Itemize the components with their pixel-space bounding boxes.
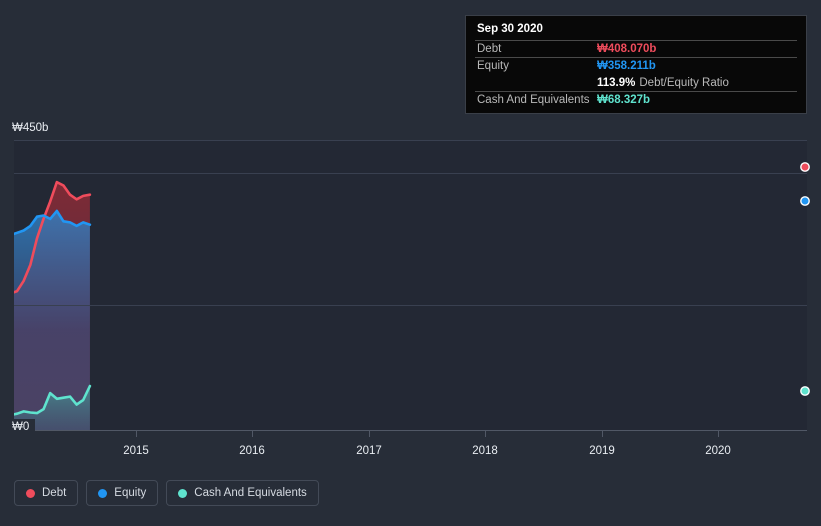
legend-label-equity: Equity (114, 487, 147, 499)
x-axis-label-2020: 2020 (705, 445, 731, 457)
y-axis-min-label: ₩0 (0, 419, 36, 435)
legend-dot-icon-cash (178, 488, 188, 498)
tooltip-panel: Sep 30 2020 Debt ₩408.070b Equity ₩358.2… (465, 15, 807, 114)
x-tick-marks (136, 430, 719, 437)
legend-dot-icon-debt (26, 488, 35, 498)
legend-item-debt[interactable]: Debt (14, 480, 79, 506)
cash-endpoint-marker (800, 386, 810, 396)
equity-line (0, 211, 90, 425)
tooltip-row-cash: Cash And Equivalents ₩68.327b (475, 91, 797, 108)
tooltip-ratio-value: 113.9% (597, 76, 636, 89)
y-axis-max-label: ₩450b (0, 120, 55, 136)
tooltip-value-cash: ₩68.327b (597, 94, 651, 106)
endpoint-markers (800, 162, 810, 396)
equity-area (14, 210, 90, 430)
legend-item-cash[interactable]: Cash And Equivalents (166, 480, 319, 506)
x-axis-label-2017: 2017 (356, 445, 382, 457)
x-axis-label-2018: 2018 (472, 445, 498, 457)
tooltip-row-equity: Equity ₩358.211b (475, 57, 797, 74)
debt-line (0, 182, 90, 419)
debt-endpoint-marker (800, 162, 810, 172)
tooltip-date: Sep 30 2020 (477, 23, 543, 35)
cash-line (0, 386, 90, 423)
tooltip-row-debt: Debt ₩408.070b (475, 40, 797, 57)
legend-label-debt: Debt (42, 487, 67, 499)
plot-area (14, 140, 807, 430)
legend-item-equity[interactable]: Equity (86, 480, 159, 506)
series-group (0, 182, 90, 430)
legend-dot-icon-equity (98, 488, 108, 498)
chart-legend: Debt Equity Cash And Equivalents (14, 480, 319, 506)
gridlines (14, 140, 807, 431)
x-axis-label-2015: 2015 (123, 445, 149, 457)
tooltip-ratio-label: Debt/Equity Ratio (639, 76, 729, 89)
tooltip-value-equity: ₩358.211b (597, 60, 656, 72)
tooltip-row-ratio: 113.9% Debt/Equity Ratio (475, 74, 797, 91)
tooltip-label-equity: Equity (477, 60, 509, 72)
x-axis-label-2019: 2019 (589, 445, 615, 457)
tooltip-label-cash: Cash And Equivalents (477, 94, 590, 106)
x-axis-label-2016: 2016 (239, 445, 265, 457)
tooltip-value-debt: ₩408.070b (597, 43, 657, 55)
legend-label-cash: Cash And Equivalents (194, 487, 307, 499)
tooltip-label-debt: Debt (477, 43, 502, 55)
equity-endpoint-marker (800, 196, 810, 206)
